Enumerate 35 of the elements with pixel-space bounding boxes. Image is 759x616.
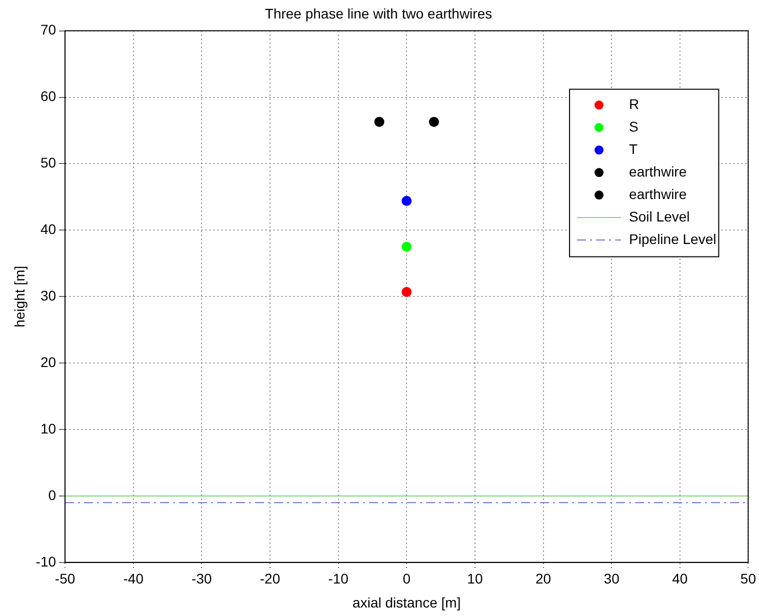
point [402, 286, 412, 297]
x-tick-label: 30 [604, 570, 620, 587]
legend-label: Soil Level [629, 208, 690, 224]
legend-label: R [629, 96, 640, 112]
legend-label: S [629, 118, 638, 134]
legend-label: earthwire [629, 163, 687, 180]
legend-label: Pipeline Level [629, 230, 716, 247]
y-tick-label: 0 [48, 486, 56, 503]
x-tick-label: 20 [535, 570, 552, 587]
y-tick-label: 50 [40, 154, 56, 171]
y-tick-label: 30 [40, 287, 56, 304]
y-tick-label: 40 [40, 221, 56, 238]
point [374, 116, 384, 127]
y-axis-title: height [m] [11, 266, 28, 328]
y-tick-label: -10 [36, 553, 56, 570]
point [428, 116, 439, 127]
point [402, 196, 412, 206]
point [402, 242, 412, 252]
x-tick-label: 0 [402, 570, 411, 587]
x-tick-label: 40 [672, 570, 688, 587]
y-tick-label: 20 [40, 354, 56, 370]
legend-label: earthwire [629, 186, 687, 202]
chart-title: Three phase line with two earthwires [264, 5, 492, 22]
x-tick-label: 50 [740, 570, 756, 587]
y-tick-label: 60 [40, 88, 56, 104]
y-tick-label: 70 [40, 22, 56, 38]
y-tick-label: 10 [40, 420, 56, 436]
x-tick-label: 10 [467, 570, 483, 587]
x-tick-label: -40 [123, 570, 144, 587]
x-tick-label: -10 [328, 570, 349, 587]
legend-label: T [629, 140, 638, 157]
x-axis-title: axial distance [m] [352, 594, 461, 610]
x-tick-label: -50 [54, 570, 76, 587]
x-tick-label: -30 [192, 570, 212, 587]
x-tick-label: -20 [260, 570, 280, 587]
